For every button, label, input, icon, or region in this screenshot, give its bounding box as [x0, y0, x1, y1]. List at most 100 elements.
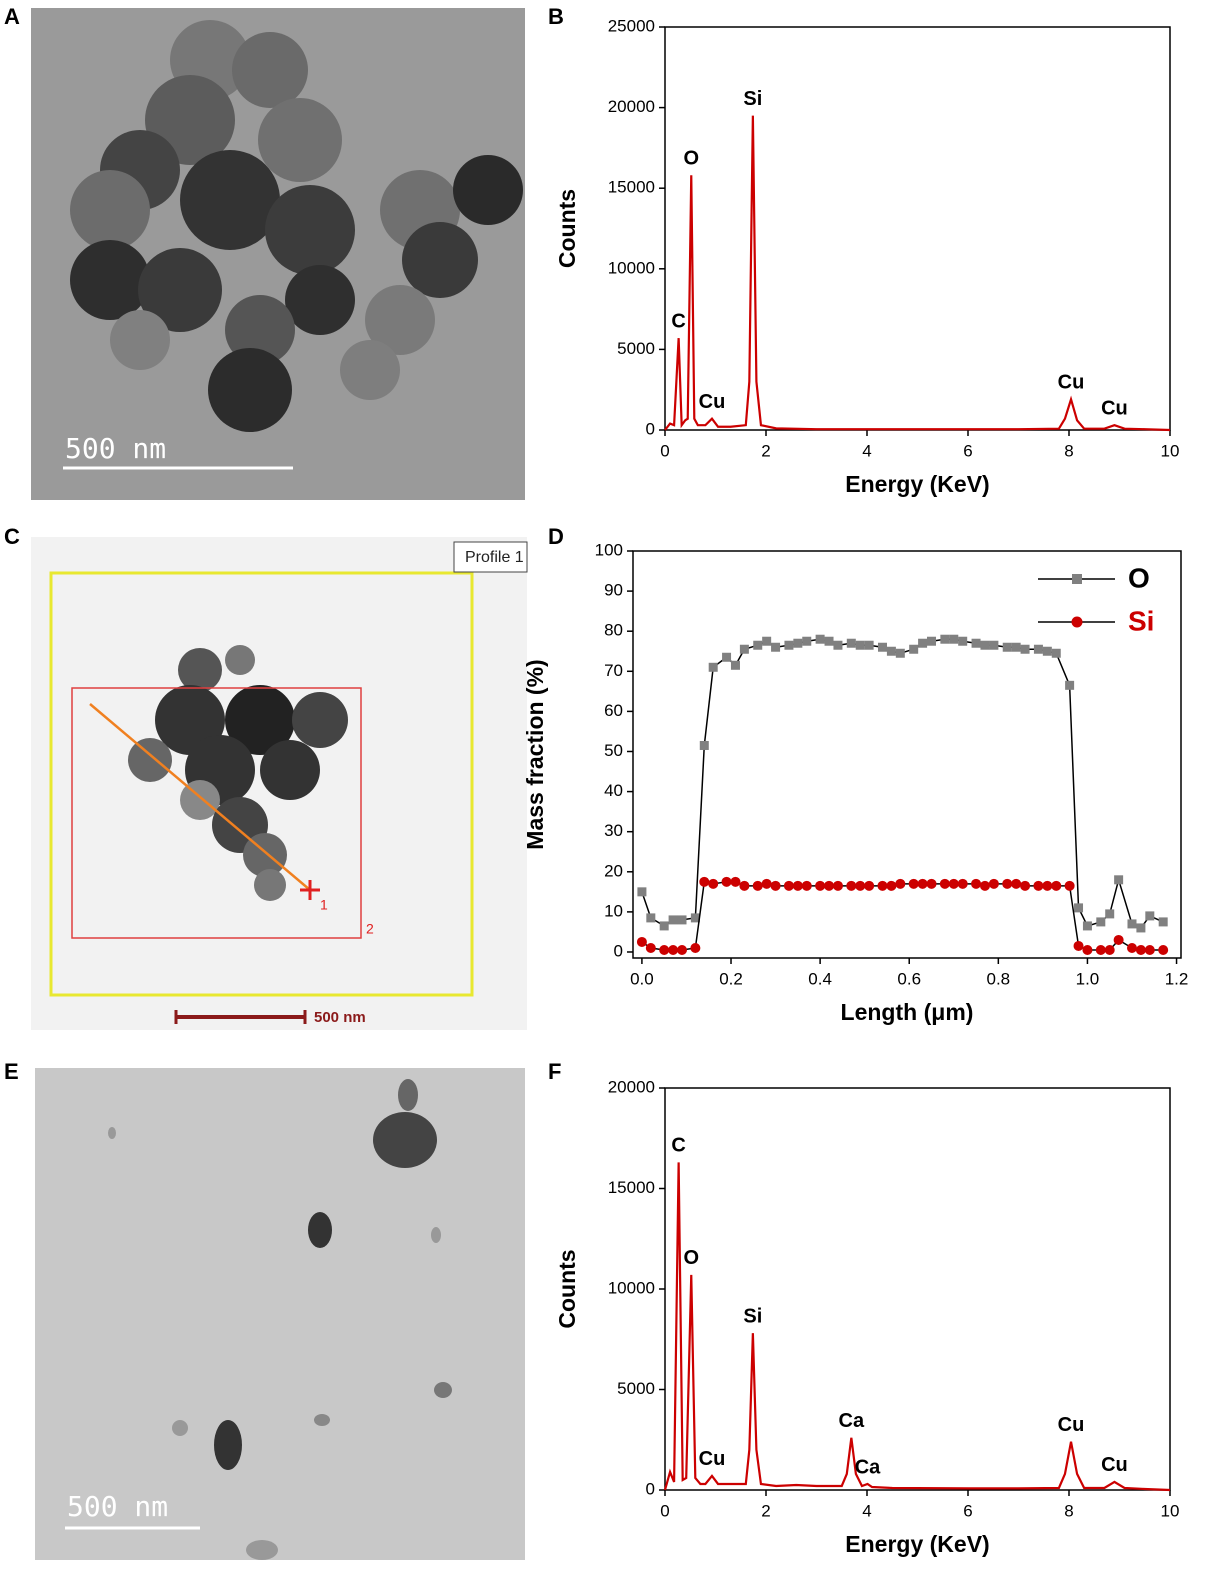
peak-label: Ca — [839, 1410, 865, 1432]
marker — [771, 642, 781, 652]
legend-marker — [1071, 616, 1083, 628]
particle — [172, 1420, 188, 1436]
marker — [824, 880, 835, 891]
marker — [886, 646, 896, 656]
particle — [110, 310, 170, 370]
peak-label: Cu — [1101, 1454, 1128, 1476]
marker — [1002, 642, 1012, 652]
y-tick-label: 15000 — [608, 178, 655, 197]
particle — [246, 1540, 278, 1560]
marker — [864, 640, 874, 650]
particle — [108, 1127, 116, 1139]
marker — [637, 887, 647, 897]
tem-image-a: 500 nm — [31, 8, 525, 500]
marker — [784, 640, 794, 650]
x-tick-label: 6 — [963, 1501, 972, 1520]
marker — [636, 936, 647, 947]
x-axis-title: Length (μm) — [841, 999, 974, 1025]
x-tick-label: 6 — [963, 441, 972, 460]
marker — [677, 944, 688, 955]
marker — [753, 640, 763, 650]
y-tick-label: 10 — [604, 901, 623, 920]
marker — [958, 636, 968, 646]
marker — [1145, 911, 1155, 921]
marker — [1114, 875, 1124, 885]
y-tick-label: 15000 — [608, 1178, 655, 1197]
marker — [1020, 880, 1031, 891]
x-tick-label: 0 — [660, 441, 669, 460]
particle — [398, 1079, 418, 1111]
marker — [908, 878, 919, 889]
y-tick-label: 0 — [646, 1479, 655, 1498]
marker — [1073, 940, 1084, 951]
x-tick-label: 0 — [660, 1501, 669, 1520]
particle — [178, 648, 222, 692]
marker — [1113, 934, 1124, 945]
profile-line — [89, 703, 311, 891]
y-tick-label: 80 — [604, 621, 623, 640]
plot-frame — [664, 26, 1171, 431]
marker — [980, 640, 990, 650]
marker — [909, 644, 919, 654]
particle — [225, 685, 295, 755]
marker — [971, 638, 981, 648]
x-tick-label: 10 — [1161, 1501, 1180, 1520]
x-tick-label: 1.2 — [1165, 969, 1189, 988]
marker — [1104, 944, 1115, 955]
marker — [1033, 880, 1044, 891]
marker — [690, 942, 701, 953]
profile-tag — [453, 541, 528, 573]
marker — [846, 880, 857, 891]
x-tick-label: 4 — [862, 441, 871, 460]
particle — [431, 1227, 441, 1243]
peak-label: C — [671, 1135, 685, 1157]
particle — [208, 348, 292, 432]
marker — [721, 876, 732, 887]
panel-label: E — [4, 1059, 19, 1084]
profile-end — [300, 880, 320, 900]
marker — [668, 944, 679, 955]
plot-frame — [632, 550, 1182, 959]
marker — [1051, 648, 1061, 658]
marker — [739, 880, 750, 891]
marker — [708, 662, 718, 672]
peak-label: Ca — [855, 1456, 881, 1478]
marker-label: 2 — [366, 921, 374, 937]
x-tick-label: 4 — [862, 1501, 871, 1520]
marker — [770, 880, 781, 891]
marker — [1011, 642, 1021, 652]
marker — [645, 942, 656, 953]
marker — [792, 880, 803, 891]
legend-label: Si — [1128, 605, 1154, 636]
y-tick-label: 5000 — [617, 1379, 655, 1398]
marker — [722, 652, 732, 662]
x-axis-title: Energy (KeV) — [845, 1531, 989, 1557]
particle — [138, 248, 222, 332]
y-tick-label: 30 — [604, 821, 623, 840]
marker — [1064, 880, 1075, 891]
particle — [70, 170, 150, 250]
particle — [180, 150, 280, 250]
marker — [877, 880, 888, 891]
line — [663, 1162, 1171, 1492]
y-tick-label: 100 — [595, 540, 623, 559]
tem-image-e: 500 nm — [35, 1068, 525, 1560]
particle — [214, 1420, 242, 1470]
marker — [957, 878, 968, 889]
y-tick-label: 25000 — [608, 16, 655, 35]
x-axis-title: Energy (KeV) — [845, 471, 989, 497]
particle — [285, 265, 355, 335]
marker — [895, 648, 905, 658]
marker — [855, 640, 865, 650]
marker — [646, 913, 656, 923]
scale-bar-label: 500 nm — [314, 1009, 366, 1026]
marker — [668, 915, 678, 925]
marker — [1042, 880, 1053, 891]
marker — [832, 880, 843, 891]
particle — [225, 295, 295, 365]
legend-marker — [1072, 574, 1082, 584]
marker — [833, 640, 843, 650]
marker — [730, 660, 740, 670]
peak-label: O — [683, 1247, 699, 1269]
marker — [1082, 921, 1092, 931]
